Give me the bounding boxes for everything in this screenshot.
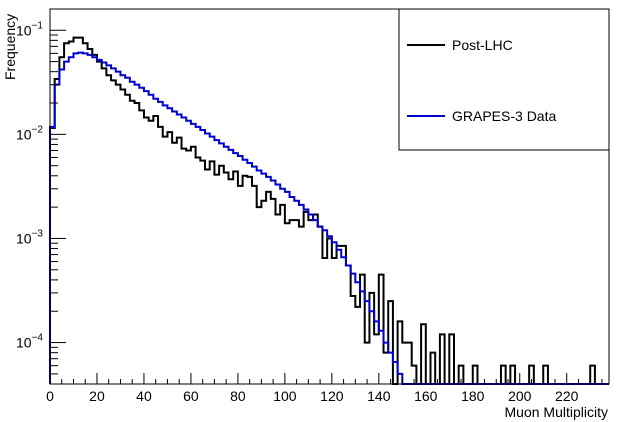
- x-tick-label: 40: [136, 388, 152, 404]
- x-tick-label: 20: [89, 388, 105, 404]
- x-axis-title: Muon Multiplicity: [505, 404, 608, 420]
- legend-label-post-lhc: Post-LHC: [452, 37, 513, 53]
- x-tick-label: 140: [367, 388, 391, 404]
- plot-frame: [49, 8, 610, 385]
- y-tick-label: 10−1: [16, 20, 43, 38]
- legend: Post-LHC GRAPES-3 Data: [398, 8, 610, 151]
- x-tick-label: 160: [414, 388, 438, 404]
- x-tick-label: 100: [273, 388, 297, 404]
- legend-box: [398, 8, 610, 151]
- axes: 0 20 40 60 80 100 120 140 160 180 200 220 10−4 10−3 10…: [16, 20, 603, 404]
- y-tick-label: 10−2: [16, 124, 43, 142]
- x-tick-label: 60: [183, 388, 199, 404]
- x-tick-label: 0: [46, 388, 54, 404]
- x-tick-label: 80: [230, 388, 246, 404]
- x-tick-label: 200: [508, 388, 532, 404]
- x-tick-label: 220: [555, 388, 579, 404]
- x-tick-label: 180: [461, 388, 485, 404]
- y-tick-label: 10−3: [16, 228, 43, 246]
- legend-label-grapes3: GRAPES-3 Data: [452, 108, 556, 124]
- y-axis-title: Frequency: [2, 14, 18, 80]
- x-tick-label: 120: [320, 388, 344, 404]
- y-tick-label: 10−4: [16, 333, 43, 351]
